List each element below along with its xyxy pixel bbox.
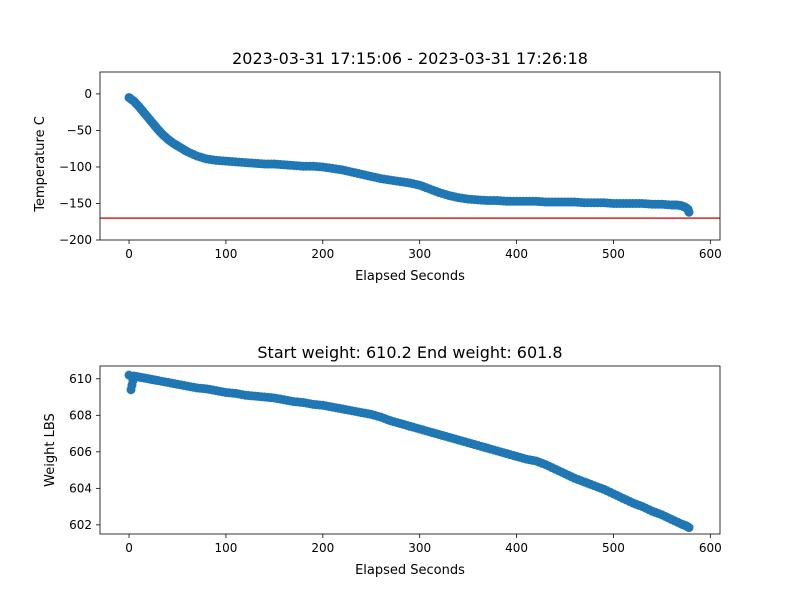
weight-x-tick-label: 600 bbox=[699, 541, 722, 555]
temperature-title: 2023-03-31 17:15:06 - 2023-03-31 17:26:1… bbox=[232, 49, 588, 68]
temperature-marks bbox=[100, 93, 720, 219]
weight-x-tick-label: 0 bbox=[125, 541, 133, 555]
temperature-point bbox=[576, 198, 586, 207]
temperature-x-axis-label: Elapsed Seconds bbox=[355, 269, 465, 284]
temperature-point bbox=[586, 198, 596, 208]
temperature-point bbox=[227, 157, 237, 167]
temperature-point bbox=[537, 197, 547, 207]
temperature-point bbox=[479, 195, 489, 205]
temperature-y-tick-label: −100 bbox=[59, 160, 92, 174]
weight-point bbox=[683, 522, 693, 532]
temperature-point bbox=[547, 197, 557, 207]
weight-x-axis-label: Elapsed Seconds bbox=[355, 563, 465, 578]
temperature-axes-frame bbox=[99, 71, 721, 241]
weight-y-tick-label: 610 bbox=[69, 372, 92, 386]
temperature-panel: 2023-03-31 17:15:06 - 2023-03-31 17:26:1… bbox=[33, 49, 722, 284]
temperature-y-tick-label: 0 bbox=[84, 87, 92, 101]
temperature-point bbox=[470, 195, 480, 205]
temperature-x-tick-label: 500 bbox=[602, 247, 625, 261]
temperature-point bbox=[528, 196, 538, 206]
weight-point bbox=[256, 392, 266, 402]
temperature-point bbox=[566, 197, 576, 207]
temperature-point bbox=[218, 156, 228, 166]
temperature-point bbox=[276, 160, 286, 170]
weight-y-ticks: 602 604 606 608 610 bbox=[69, 372, 100, 532]
weight-y-tick-label: 606 bbox=[69, 445, 92, 459]
weight-point bbox=[247, 391, 257, 401]
weight-y-tick-label: 604 bbox=[69, 481, 92, 495]
temperature-x-tick-label: 200 bbox=[311, 247, 334, 261]
weight-x-tick-label: 200 bbox=[311, 541, 334, 555]
temperature-point bbox=[634, 198, 644, 208]
temperature-point bbox=[605, 198, 615, 208]
temperature-x-tick-label: 100 bbox=[214, 247, 237, 261]
weight-x-ticks: 0 100 200 300 400 500 600 bbox=[125, 534, 722, 555]
temperature-point bbox=[256, 159, 266, 169]
weight-x-tick-label: 100 bbox=[214, 541, 237, 555]
temperature-x-tick-label: 400 bbox=[505, 247, 528, 261]
temperature-point bbox=[596, 198, 606, 208]
temperature-point bbox=[684, 206, 694, 216]
temperature-point bbox=[644, 199, 654, 209]
weight-marks bbox=[124, 370, 694, 533]
weight-panel: Start weight: 610.2 End weight: 601.8 0 1… bbox=[43, 343, 722, 578]
weight-y-tick-label: 608 bbox=[69, 408, 92, 422]
temperature-y-axis-label: Temperature C bbox=[33, 116, 48, 213]
temperature-y-ticks: −200 −150 −100 −50 0 bbox=[59, 87, 100, 247]
temperature-point bbox=[489, 196, 499, 206]
temperature-point bbox=[508, 196, 518, 206]
weight-x-tick-label: 400 bbox=[505, 541, 528, 555]
temperature-point bbox=[286, 160, 296, 170]
weight-y-axis-label: Weight LBS bbox=[43, 413, 58, 487]
temperature-point bbox=[518, 196, 528, 206]
weight-title: Start weight: 610.2 End weight: 601.8 bbox=[257, 343, 562, 362]
temperature-x-ticks: 0 100 200 300 400 500 600 bbox=[125, 240, 722, 261]
temperature-point bbox=[499, 196, 509, 206]
weight-x-tick-label: 500 bbox=[602, 541, 625, 555]
temperature-point bbox=[237, 157, 247, 167]
temperature-point bbox=[305, 161, 315, 171]
temperature-point bbox=[266, 159, 276, 169]
temperature-point bbox=[615, 198, 625, 208]
temperature-point bbox=[295, 161, 305, 171]
weight-y-tick-label: 602 bbox=[69, 518, 92, 532]
weight-x-tick-label: 300 bbox=[408, 541, 431, 555]
temperature-x-tick-label: 600 bbox=[699, 247, 722, 261]
temperature-point bbox=[557, 197, 567, 207]
temperature-x-tick-label: 300 bbox=[408, 247, 431, 261]
weight-axes-frame bbox=[99, 365, 721, 535]
temperature-y-tick-label: −200 bbox=[59, 233, 92, 247]
temperature-point bbox=[654, 199, 664, 209]
temperature-y-tick-label: −50 bbox=[67, 123, 92, 137]
temperature-y-tick-label: −150 bbox=[59, 196, 92, 210]
temperature-point bbox=[247, 158, 257, 168]
temperature-point bbox=[625, 198, 635, 208]
temperature-x-tick-label: 0 bbox=[125, 247, 133, 261]
